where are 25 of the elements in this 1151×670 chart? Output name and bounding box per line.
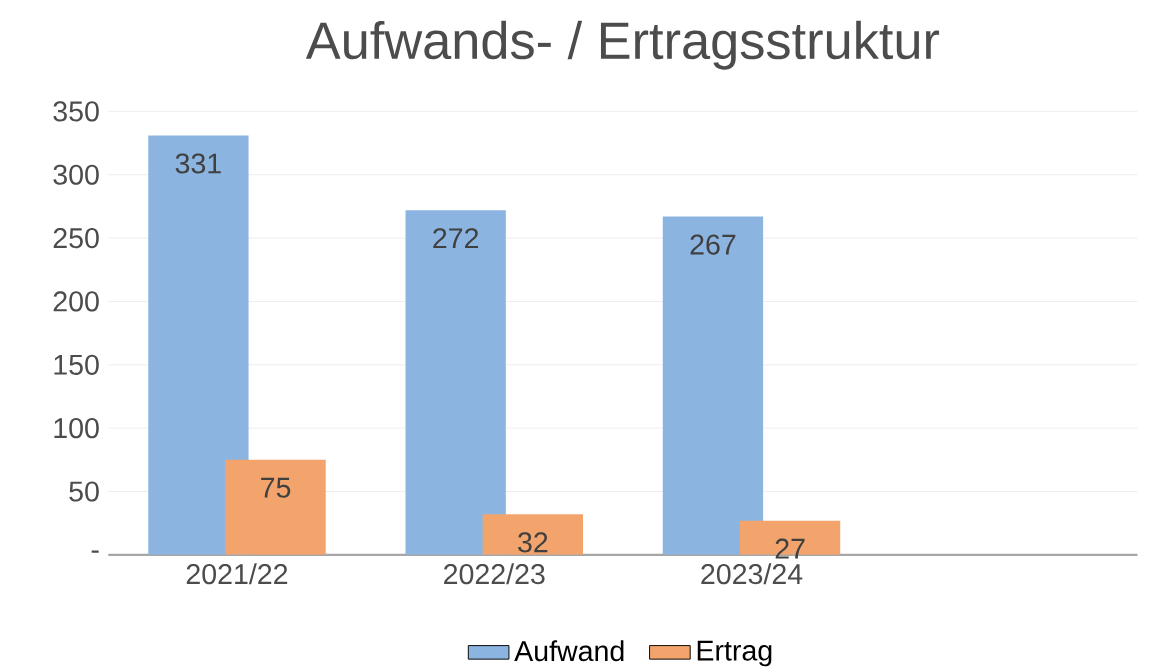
- data-label: 331: [175, 153, 221, 174]
- data-label: 267: [690, 234, 736, 255]
- bar: [482, 514, 584, 555]
- data-label: 27: [775, 538, 805, 559]
- bar: [662, 216, 764, 555]
- chart-title: Aufwands- / Ertragsstruktur: [305, 20, 940, 70]
- data-label: 272: [433, 228, 479, 249]
- x-tick-label: 2023/24: [701, 563, 803, 585]
- y-tick-label: 150: [54, 354, 99, 375]
- y-tick-label: 200: [53, 291, 99, 312]
- bar: [148, 135, 249, 555]
- bar: [225, 459, 326, 555]
- y-tick-label: -: [91, 550, 99, 553]
- legend-label: Aufwand: [514, 640, 624, 662]
- legend-label: Ertrag: [697, 640, 772, 667]
- y-tick-label: 350: [53, 101, 99, 122]
- x-tick-label: 2021/22: [186, 563, 288, 585]
- y-tick-label: 50: [69, 481, 99, 502]
- y-tick-label: 100: [54, 418, 99, 439]
- y-tick-label: 250: [53, 228, 99, 249]
- data-label: 32: [518, 532, 548, 553]
- x-tick-label: 2022/23: [444, 563, 545, 585]
- data-label: 75: [261, 477, 291, 498]
- y-tick-label: 300: [53, 164, 99, 185]
- bar: [405, 210, 506, 555]
